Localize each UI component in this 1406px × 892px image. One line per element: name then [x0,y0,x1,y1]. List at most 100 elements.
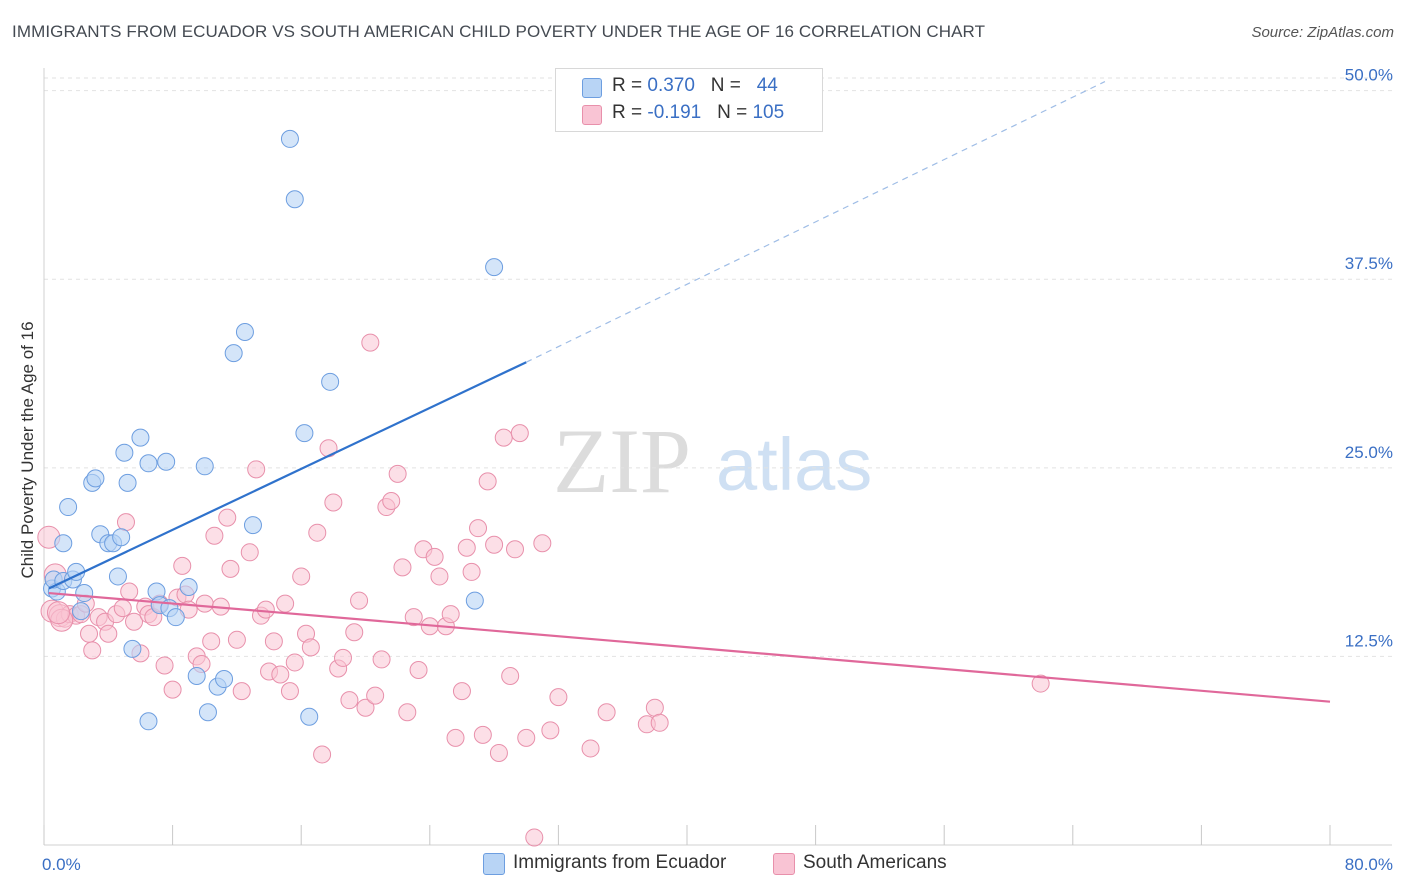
south-americans-point [120,582,139,601]
south-americans-point [393,558,412,577]
south-americans-point [1031,674,1050,693]
south-americans-point [372,650,391,669]
south-americans-point [645,698,664,717]
south-americans-point [597,703,616,722]
south-americans-point [285,653,304,672]
legend-r-label: R = [612,75,648,96]
ecuador-point [179,578,198,597]
south-americans-point [271,665,290,684]
south-americans-point [404,608,423,627]
south-americans-point [80,624,99,643]
south-americans-point [581,739,600,758]
south-americans-point [382,492,401,511]
watermark: ZIP atlas [553,410,872,512]
ecuador-point [115,443,134,462]
south-americans-point [173,556,192,575]
ecuador-point [300,707,319,726]
south-americans-point [549,688,568,707]
south-americans-point [446,728,465,747]
south-americans-point [264,632,283,651]
ecuador-point [118,473,137,492]
south-americans-point [345,623,364,642]
south-americans-point [650,713,669,732]
south-americans-point [441,605,460,624]
y-axis-label: Child Poverty Under the Age of 16 [18,321,37,579]
ecuador-point [86,469,105,488]
south-americans-point [276,594,295,613]
ecuador-point [243,516,262,535]
south-americans-point [525,828,544,847]
south-americans-point [457,538,476,557]
ecuador-point [59,498,78,517]
south-americans-point [83,641,102,660]
south-americans-point [256,600,275,619]
legend-n-label: N = [717,102,753,123]
south-americans-point [280,682,299,701]
ecuador-point [108,567,127,586]
ecuador-point [485,258,504,277]
legend-r-label: R = [612,102,648,123]
ecuador-point [131,428,150,447]
south-americans-point [333,648,352,667]
x-tick-label: 80.0% [1345,855,1393,874]
south-americans-point [163,680,182,699]
ecuador-point [195,457,214,476]
south-americans-point [425,547,444,566]
south-americans-point [356,698,375,717]
source-label: Source: ZipAtlas.com [1251,24,1394,41]
south-americans-point [292,567,311,586]
ecuador-point [139,712,158,731]
south-americans-point [202,632,221,651]
ecuador-points [43,129,504,731]
south-americans-point [218,508,237,527]
bottom-legend-swatch-pink [773,853,795,875]
ecuador-point [224,344,243,363]
south-americans-point [227,630,246,649]
ecuador-point [465,591,484,610]
bottom-legend-swatch-blue [483,853,505,875]
legend-swatch-blue [582,78,602,98]
ecuador-trend-extension [525,81,1106,363]
south-americans-point [221,559,240,578]
legend-swatch-pink [582,105,602,125]
south-americans-point [478,472,497,491]
legend-r-value: 0.370 [647,75,695,96]
south-americans-point [125,612,144,631]
axis-layer [43,68,1392,846]
south-americans-point [533,534,552,553]
south-americans-point [155,656,174,675]
south-americans-point [430,567,449,586]
y-tick-label: 37.5% [1345,254,1393,273]
south-americans-point [398,703,417,722]
ecuador-point [187,667,206,686]
south-americans-point [313,745,332,764]
ecuador-point [139,454,158,473]
south-americans-point [409,660,428,679]
y-tick-label: 25.0% [1345,443,1393,462]
ecuador-point [123,639,142,658]
south-americans-point [388,464,407,483]
south-americans-point [195,594,214,613]
ecuador-point [321,372,340,391]
ecuador-point [198,703,217,722]
south-americans-point [301,638,320,657]
ecuador-point [295,424,314,443]
south-americans-point [489,743,508,762]
legend-n-value: 44 [756,75,778,96]
chart-title: IMMIGRANTS FROM ECUADOR VS SOUTH AMERICA… [12,22,986,41]
south-americans-point [247,460,266,479]
ecuador-point [235,323,254,342]
south-americans-point [485,535,504,554]
correlation-legend: R = 0.370 N = 44 R = -0.191 N = 105 [555,68,823,132]
trend-lines [48,81,1331,703]
south-americans-point [205,526,224,545]
south-americans-point [473,725,492,744]
ecuador-trend-line [48,361,527,590]
ecuador-point [285,190,304,209]
legend-n-value: 105 [752,102,785,123]
south-americans-point [99,624,118,643]
south-americans-point [501,667,520,686]
watermark-zip: ZIP [553,410,691,512]
south-americans-point [494,428,513,447]
south-americans-point [517,728,536,747]
